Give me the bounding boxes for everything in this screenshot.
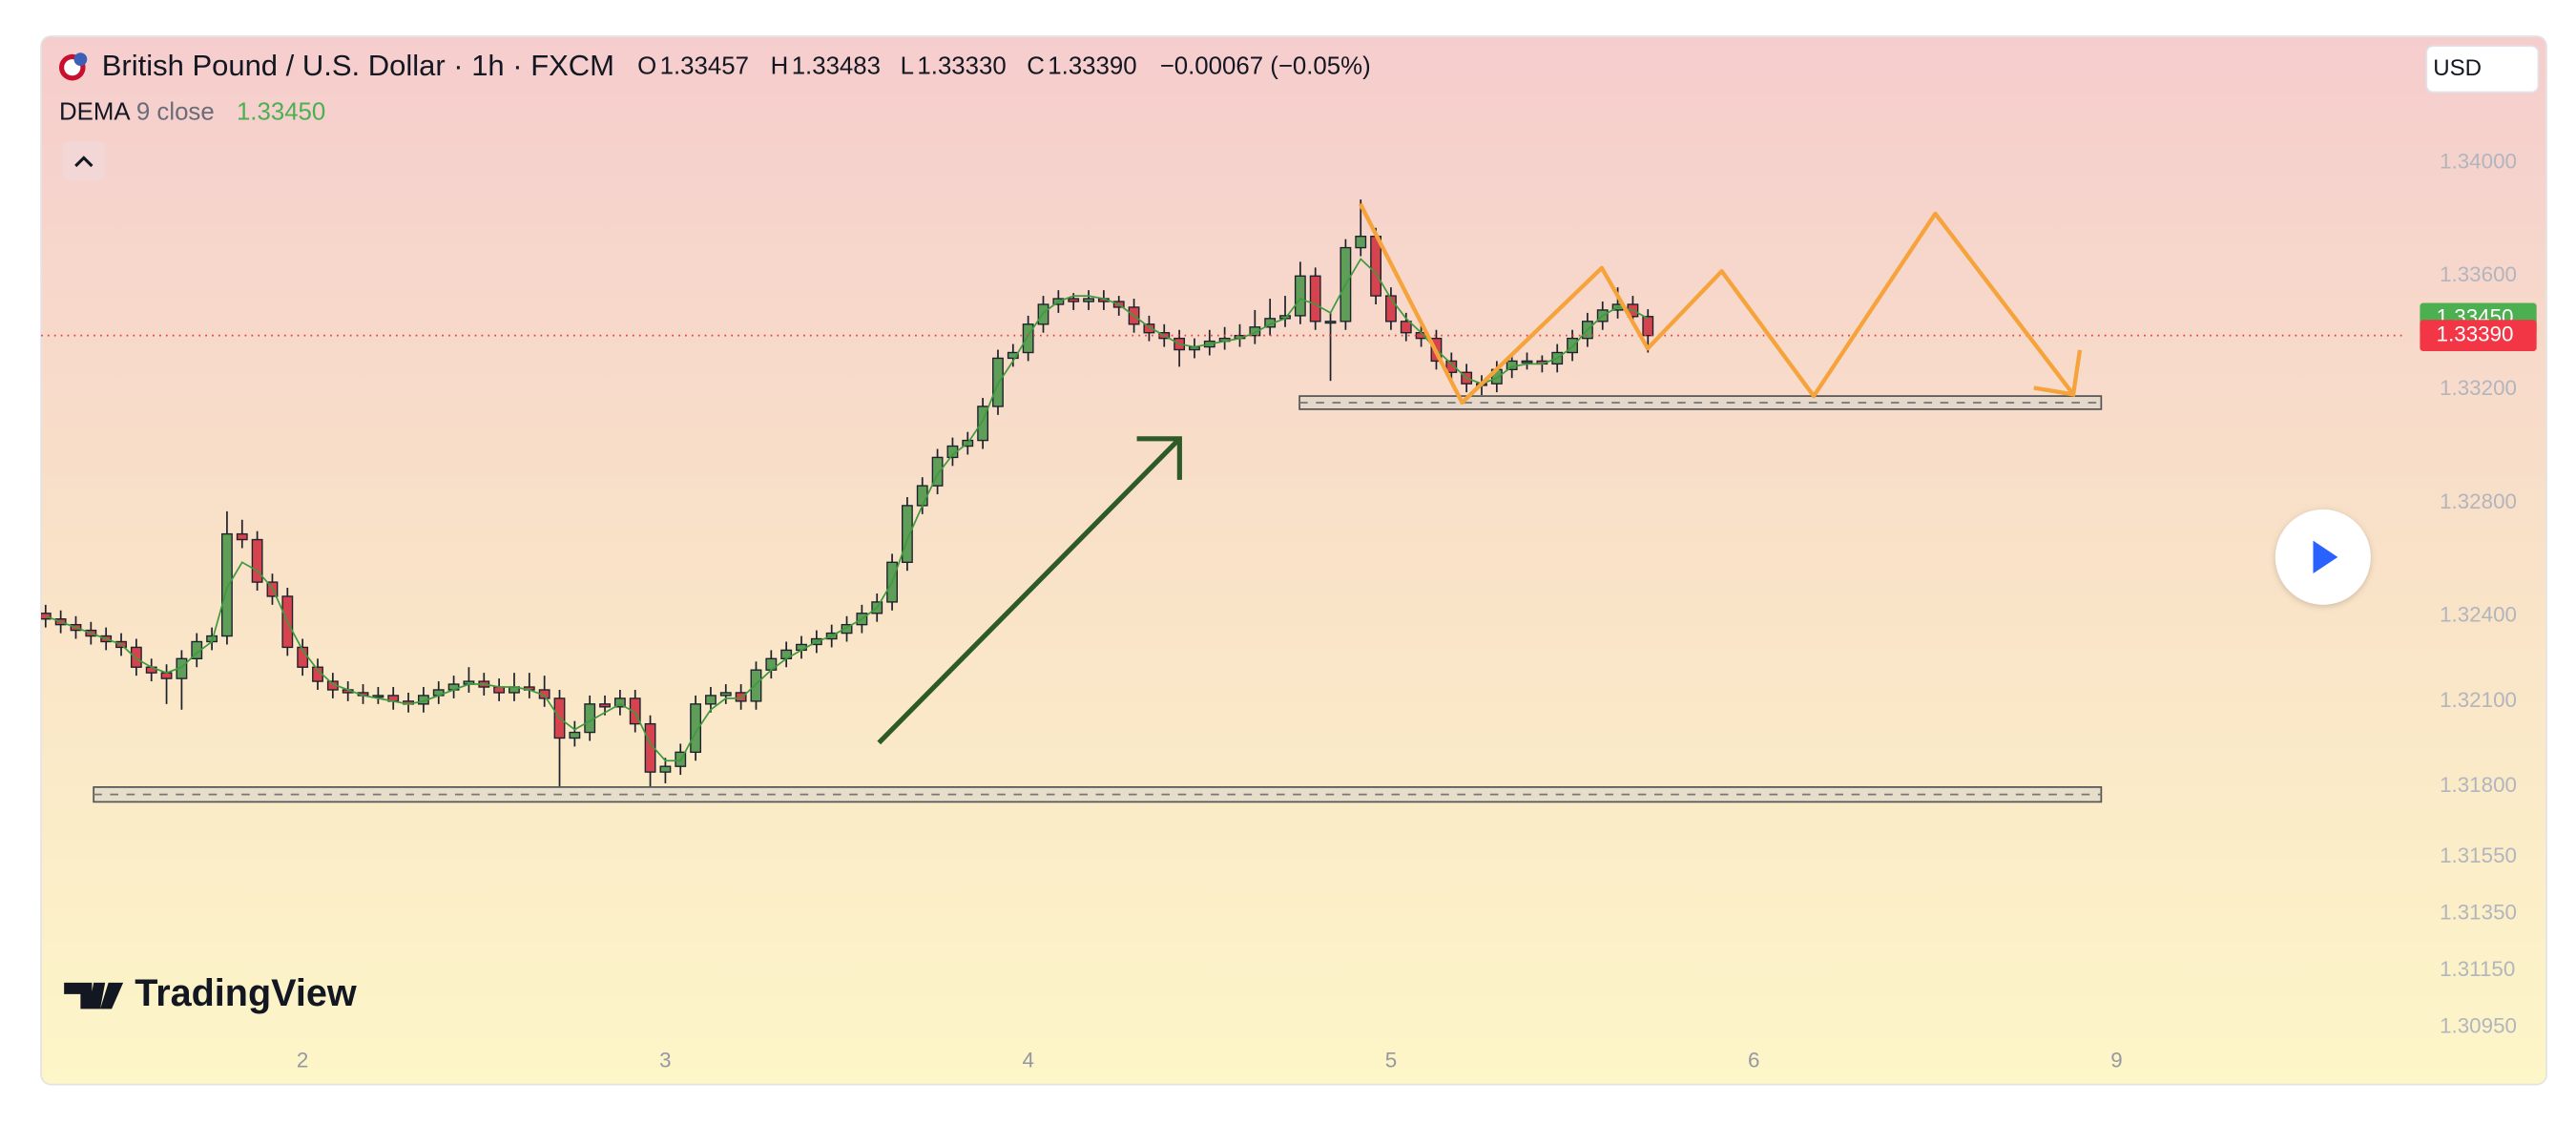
play-button[interactable] [2275, 509, 2371, 605]
candle-body [1022, 323, 1034, 354]
candle-body [1309, 275, 1321, 323]
candle-body [1068, 298, 1080, 302]
symbol-icon [58, 52, 88, 81]
candle-body [599, 703, 611, 708]
axes: 1.34000 1.33600 1.33200 1.32800 1.32400 1.321… [297, 149, 2537, 1072]
candle-body [690, 703, 702, 754]
ohlc-label: C [1027, 53, 1045, 80]
x-tick-label: 5 [1385, 1048, 1397, 1072]
y-tick-label: 1.33200 [2440, 376, 2517, 400]
indicator-value: 1.33450 [237, 99, 325, 126]
indicator-params: 9 close [136, 99, 215, 126]
ohlc-legend: O 1.33457 H 1.33483 L 1.33330 C 1.33390 [637, 53, 1137, 80]
candle-body [719, 692, 732, 697]
x-tick-label: 9 [2110, 1048, 2122, 1072]
projection-arrow-head [2033, 349, 2083, 397]
x-tick-label: 6 [1748, 1048, 1759, 1072]
y-tick-label: 1.32400 [2440, 603, 2517, 627]
candle-body [236, 532, 248, 541]
brand: TradingView [135, 972, 357, 1014]
y-tick-label: 1.31150 [2440, 957, 2515, 981]
candle-body [659, 765, 672, 773]
y-tick-label: 1.34000 [2440, 149, 2517, 173]
candle-body [1249, 326, 1261, 337]
x-tick-label: 2 [297, 1048, 308, 1072]
candle-body [1642, 316, 1654, 337]
change: −0.00067 (−0.05%) [1160, 53, 1371, 80]
projection-path [1358, 202, 2075, 406]
currency: USD [2433, 55, 2482, 81]
drawings [93, 202, 2103, 803]
candle-body [1400, 321, 1412, 334]
candle-body [750, 669, 762, 702]
price-tag [2420, 320, 2537, 352]
dema-line [45, 258, 1649, 762]
candle-body [1521, 360, 1533, 364]
candle-body [1324, 321, 1337, 324]
candle-body [705, 695, 717, 705]
candle-body [931, 456, 944, 487]
candle-body [916, 485, 928, 507]
ohlc-value: 1.33483 [792, 53, 881, 80]
ohlc-value: 1.33330 [917, 53, 1006, 80]
brand-logo [64, 982, 124, 1010]
currency-button[interactable] [2425, 45, 2540, 94]
candle-body [1294, 275, 1306, 317]
ohlc-item: O 1.33457 [637, 53, 749, 80]
chart-title: British Pound / U.S. Dollar · 1h · FXCM [102, 49, 614, 82]
candle-body [644, 722, 656, 773]
y-tick-label: 1.31350 [2440, 901, 2517, 925]
ohlc-item: L 1.33330 [901, 53, 1007, 80]
y-tick-label: 1.32800 [2440, 489, 2517, 513]
y-tick-label: 1.33600 [2440, 262, 2517, 286]
candle-body [1143, 323, 1155, 334]
y-tick-label: 1.32100 [2440, 688, 2517, 712]
candle-body [901, 505, 913, 564]
ohlc-label: H [771, 53, 789, 80]
candle-body [977, 406, 989, 442]
candle-body [1385, 295, 1397, 323]
candle-body [735, 692, 747, 702]
ohlc-label: O [637, 53, 656, 80]
candle-body [493, 686, 506, 694]
candle-body [221, 532, 233, 637]
candle-body [372, 695, 384, 698]
ohlc-value: 1.33457 [660, 53, 749, 80]
y-tick-label: 1.30950 [2440, 1013, 2517, 1037]
y-tick-label: 1.31550 [2440, 843, 2517, 867]
plot-area [41, 199, 2407, 786]
y-tick-label: 1.31800 [2440, 773, 2517, 797]
candle-body [1567, 337, 1578, 354]
collapse-icon [74, 156, 93, 168]
candle-body [569, 731, 581, 739]
candle-body [1083, 298, 1094, 302]
ohlc-item: H 1.33483 [771, 53, 881, 80]
ohlc-value: 1.33390 [1048, 53, 1136, 80]
candle-body [613, 697, 626, 708]
x-tick-label: 4 [1022, 1048, 1033, 1072]
candle-body [251, 538, 263, 583]
ohlc-item: C 1.33390 [1027, 53, 1136, 80]
candle-body [1007, 351, 1019, 360]
candle-body [629, 697, 641, 725]
collapse-button[interactable] [62, 141, 106, 181]
chart-card [40, 35, 2547, 1086]
x-tick-label: 3 [659, 1048, 671, 1072]
candle-body [130, 646, 142, 668]
candle-body [1445, 360, 1458, 373]
trend-arrow-head [1136, 436, 1182, 480]
price-tag-label: 1.33390 [2437, 323, 2514, 346]
trend-arrow [877, 438, 1180, 745]
ohlc-label: L [901, 53, 914, 80]
candle-body [1355, 236, 1367, 249]
indicator-name: DEMA [59, 99, 131, 126]
candle-body [841, 623, 853, 635]
